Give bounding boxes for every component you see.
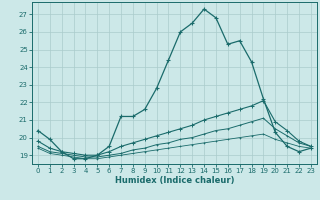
X-axis label: Humidex (Indice chaleur): Humidex (Indice chaleur) <box>115 176 234 185</box>
